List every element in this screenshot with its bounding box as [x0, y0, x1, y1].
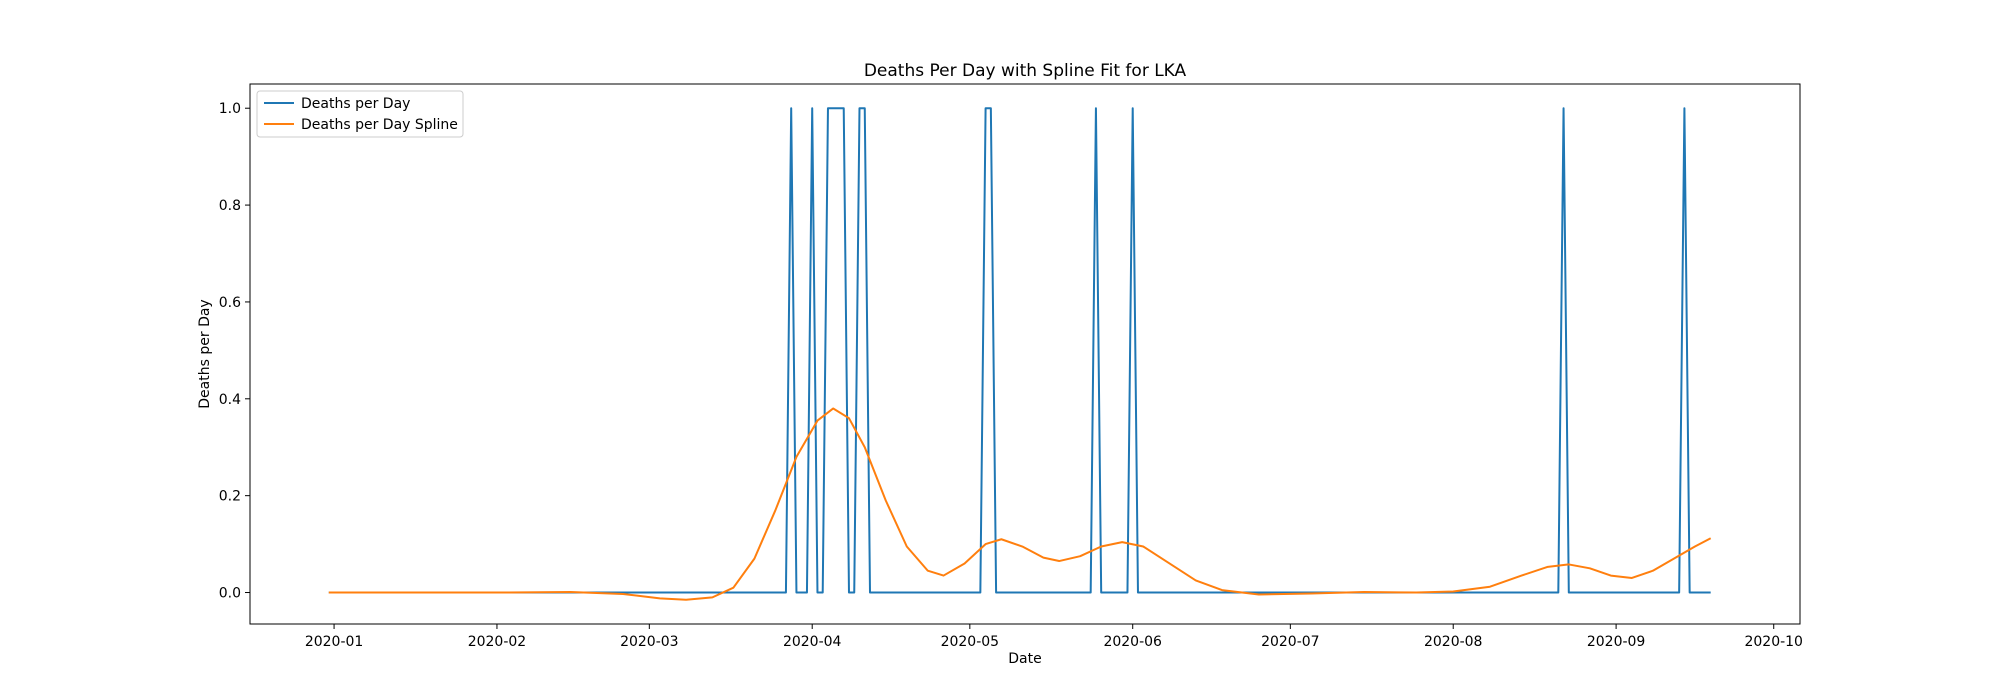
series-layer	[328, 107, 1712, 601]
x-tick-label: 2020-01	[305, 634, 364, 650]
y-tick-label: 0.6	[219, 295, 241, 311]
y-tick-label: 0.2	[219, 489, 241, 505]
x-tick-label: 2020-07	[1261, 634, 1320, 650]
y-tick-label: 1.0	[219, 101, 241, 117]
legend-box	[256, 90, 464, 138]
series-line-deaths-per-day	[328, 107, 1711, 594]
y-axis: 0.0 0.2 0.4 0.6 0.8 1.0	[219, 101, 250, 602]
x-axis-label: Date	[1008, 651, 1041, 667]
legend-label-spline: Deaths per Day Spline	[301, 117, 458, 133]
legend: Deaths per Day Deaths per Day Spline	[256, 90, 464, 138]
chart-title: Deaths Per Day with Spline Fit for LKA	[864, 61, 1187, 81]
x-tick-label: 2020-09	[1587, 634, 1646, 650]
x-tick-label: 2020-03	[620, 634, 679, 650]
y-tick-label: 0.8	[219, 198, 241, 214]
legend-label-deaths-per-day: Deaths per Day	[301, 96, 410, 112]
x-axis: 2020-01 2020-02 2020-03 2020-04 2020-05 2020-…	[305, 624, 1803, 650]
x-tick-label: 2020-10	[1744, 634, 1803, 650]
y-tick-label: 0.0	[219, 586, 241, 602]
series-line-spline	[328, 407, 1712, 601]
x-tick-label: 2020-08	[1424, 634, 1483, 650]
x-tick-label: 2020-05	[941, 634, 1000, 650]
y-axis-label: Deaths per Day	[197, 299, 213, 408]
plot-area	[249, 83, 1801, 625]
y-tick-label: 0.4	[219, 392, 241, 408]
x-tick-label: 2020-06	[1103, 634, 1162, 650]
x-tick-label: 2020-02	[468, 634, 527, 650]
x-tick-label: 2020-04	[783, 634, 842, 650]
